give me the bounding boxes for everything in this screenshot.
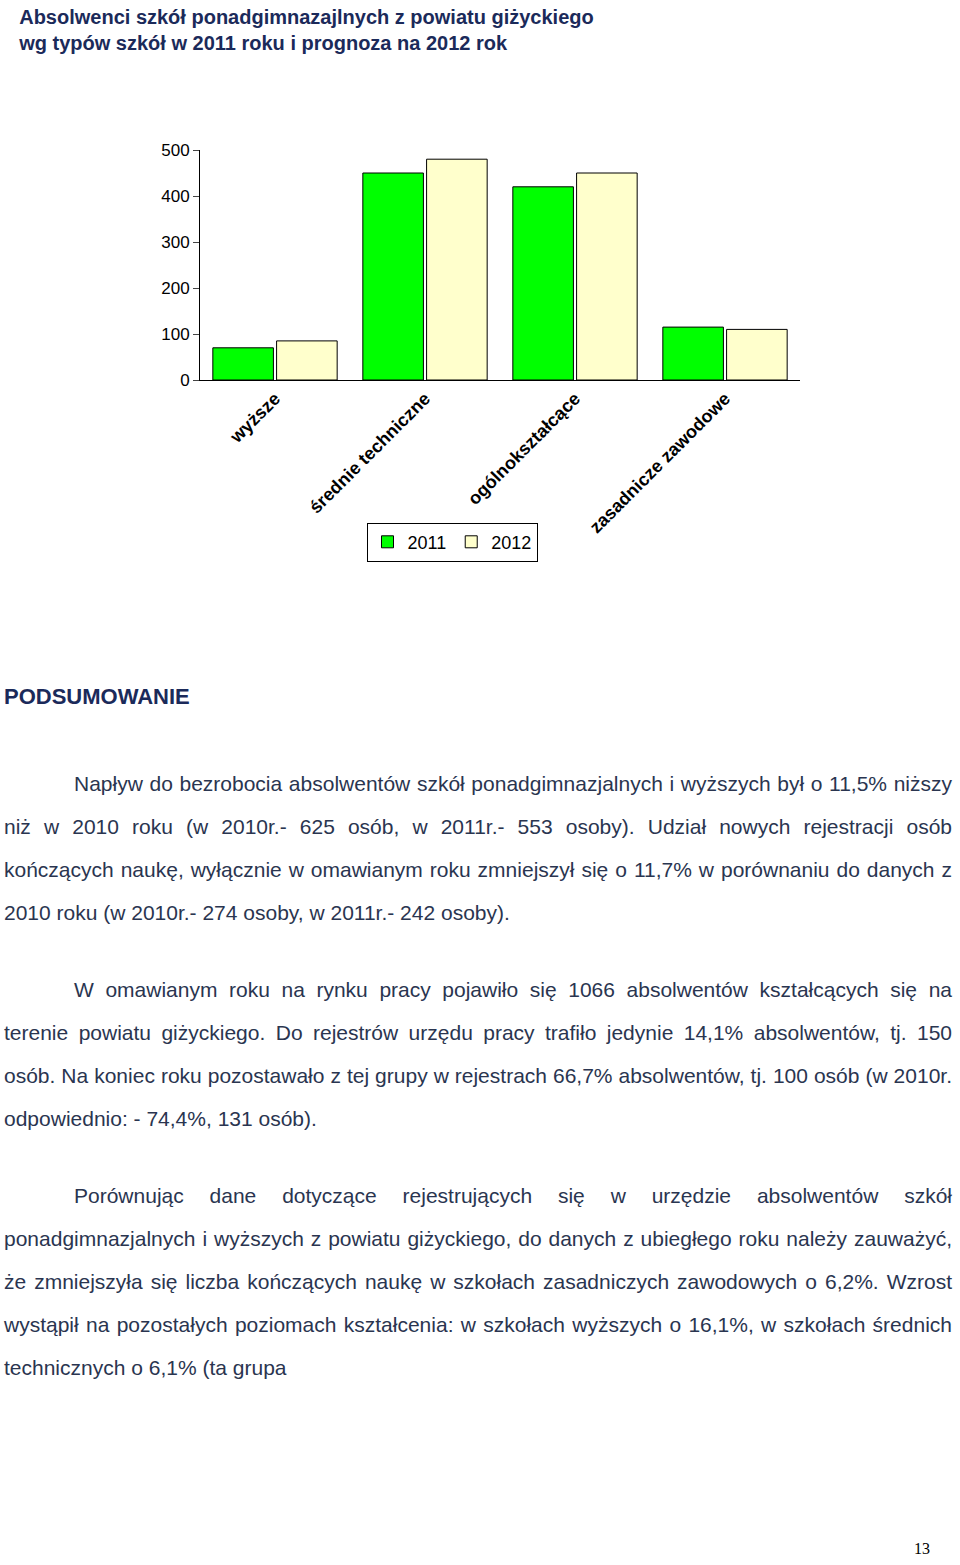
- svg-text:wyższe: wyższe: [225, 389, 284, 448]
- html-text:W omawianym roku na rynku prac: W omawianym roku na rynku pracy pojawiło…: [4, 978, 952, 1130]
- svg-text:100: 100: [161, 325, 189, 344]
- html-text:PODSUMOWANIE: PODSUMOWANIE: [4, 684, 190, 709]
- html-text:13: 13: [914, 1540, 930, 1557]
- svg-text:300: 300: [161, 233, 189, 252]
- svg-text:Absolwenci szkół ponadgimnazaj: Absolwenci szkół ponadgimnazajlnych z po…: [18, 6, 594, 54]
- svg-text:500: 500: [161, 141, 189, 160]
- svg-text:200: 200: [161, 279, 189, 298]
- html-text:Napływ do bezrobocia absolwent: Napływ do bezrobocia absolwentów szkół p…: [4, 772, 952, 924]
- svg-text:ogólnokształcące: ogólnokształcące: [464, 389, 584, 509]
- svg-text:2011: 2011: [408, 533, 447, 553]
- html-text:Porównując dane dotyczące reje: Porównując dane dotyczące rejestrujących…: [4, 1184, 952, 1379]
- svg-text:zasadnicze zawodowe: zasadnicze zawodowe: [586, 389, 735, 538]
- svg-text:średnie techniczne: średnie techniczne: [305, 389, 434, 518]
- svg-text:2012: 2012: [491, 533, 531, 553]
- svg-text:400: 400: [161, 187, 189, 206]
- svg-text:0: 0: [180, 371, 189, 390]
